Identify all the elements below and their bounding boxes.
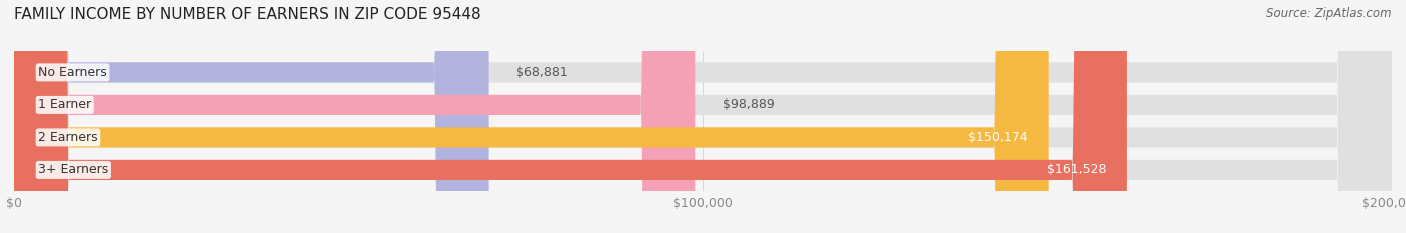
FancyBboxPatch shape (14, 0, 1392, 233)
Text: $150,174: $150,174 (969, 131, 1028, 144)
Text: $161,528: $161,528 (1046, 163, 1107, 176)
FancyBboxPatch shape (14, 0, 1049, 233)
Text: No Earners: No Earners (38, 66, 107, 79)
Text: Source: ZipAtlas.com: Source: ZipAtlas.com (1267, 7, 1392, 20)
Text: $98,889: $98,889 (723, 98, 775, 111)
Text: 3+ Earners: 3+ Earners (38, 163, 108, 176)
FancyBboxPatch shape (14, 0, 1126, 233)
Text: $68,881: $68,881 (516, 66, 568, 79)
Text: 1 Earner: 1 Earner (38, 98, 91, 111)
Text: 2 Earners: 2 Earners (38, 131, 98, 144)
FancyBboxPatch shape (14, 0, 696, 233)
FancyBboxPatch shape (14, 0, 1392, 233)
FancyBboxPatch shape (14, 0, 489, 233)
Text: FAMILY INCOME BY NUMBER OF EARNERS IN ZIP CODE 95448: FAMILY INCOME BY NUMBER OF EARNERS IN ZI… (14, 7, 481, 22)
FancyBboxPatch shape (14, 0, 1392, 233)
FancyBboxPatch shape (14, 0, 1392, 233)
